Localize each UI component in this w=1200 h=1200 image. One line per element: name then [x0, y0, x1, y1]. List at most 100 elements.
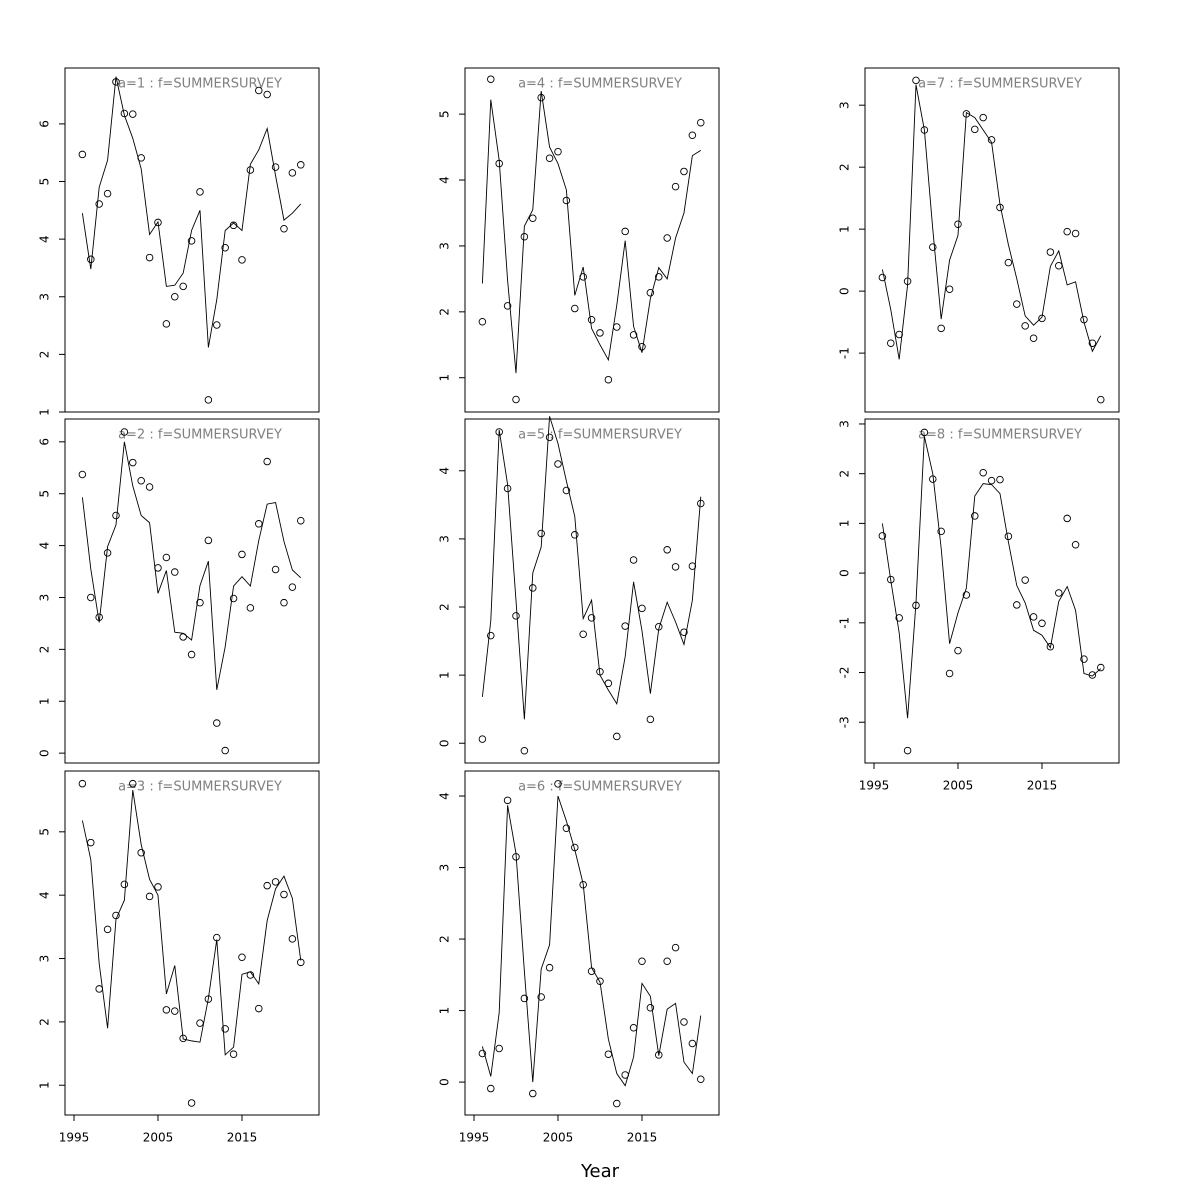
y-tick-label: 1 [838, 520, 852, 528]
data-point [571, 304, 579, 313]
y-tick-label: 2 [38, 351, 52, 359]
data-point [137, 848, 145, 857]
data-point [937, 527, 945, 536]
data-point [120, 109, 129, 118]
data-point [204, 396, 213, 404]
y-tick-label: 0 [438, 739, 452, 747]
data-point [204, 536, 213, 545]
y-tick-label: -3 [838, 716, 852, 728]
data-point [520, 746, 529, 755]
data-point [263, 457, 271, 466]
y-tick-label: 2 [838, 163, 852, 171]
y-tick-label: 0 [838, 287, 852, 295]
data-point [971, 512, 979, 520]
data-point [478, 1049, 487, 1058]
y-tick-label: 2 [438, 308, 452, 316]
y-tick-label: 3 [838, 101, 852, 109]
data-point [878, 532, 887, 540]
y-tick-label: 5 [38, 490, 52, 498]
data-point [671, 563, 680, 571]
data-point [646, 288, 655, 297]
data-point [571, 531, 579, 539]
data-point [1029, 334, 1038, 342]
y-tick-label: 4 [438, 176, 452, 184]
y-tick-label: 5 [438, 110, 452, 118]
data-point [246, 604, 255, 612]
data-point [697, 1075, 705, 1083]
data-point [238, 953, 246, 962]
panel-title: a=5 : f=SUMMERSURVEY [518, 428, 682, 443]
data-point [1004, 258, 1013, 267]
y-tick-label: 2 [38, 646, 52, 654]
data-point [503, 796, 512, 805]
data-point [103, 189, 112, 198]
data-point [655, 1051, 663, 1059]
data-point [478, 735, 487, 743]
data-point [1071, 541, 1080, 549]
data-point [1046, 642, 1055, 651]
y-tick-label: 1 [38, 697, 52, 705]
data-point [145, 253, 154, 262]
data-point [112, 511, 120, 520]
y-tick-label: 6 [38, 438, 52, 446]
y-tick-label: 1 [438, 374, 452, 382]
data-point [187, 650, 196, 659]
y-tick-label: 6 [38, 120, 52, 128]
data-point [255, 520, 263, 528]
data-point [171, 293, 179, 301]
y-tick-label: 2 [838, 470, 852, 478]
data-point [263, 881, 271, 890]
data-point [78, 470, 87, 479]
data-point [629, 331, 638, 339]
data-point [1063, 227, 1071, 236]
data-point [1088, 339, 1097, 347]
data-point [288, 583, 297, 591]
data-point [604, 375, 613, 384]
data-point [512, 612, 520, 620]
data-point [154, 218, 162, 227]
y-tick-label: 3 [38, 594, 52, 602]
data-point [271, 565, 280, 574]
y-tick-label: 3 [438, 864, 452, 872]
y-tick-label: 4 [438, 792, 452, 800]
data-point [979, 113, 987, 122]
y-tick-label: 4 [38, 235, 52, 243]
data-point [1013, 300, 1021, 308]
data-point [529, 214, 537, 223]
data-point [996, 475, 1004, 484]
data-point [1097, 395, 1105, 404]
data-point [229, 1050, 238, 1058]
x-tick-label: 2005 [943, 779, 974, 793]
y-tick-label: 1 [438, 671, 452, 679]
data-point [187, 237, 196, 245]
data-point [297, 516, 305, 525]
data-point [1071, 229, 1080, 238]
x-tick-label: 2015 [627, 1131, 658, 1145]
data-point [945, 285, 954, 294]
data-point [912, 76, 920, 85]
x-axis-label: Year [580, 1161, 620, 1182]
data-point [680, 1018, 688, 1026]
data-point [929, 243, 937, 251]
data-point [78, 779, 87, 788]
data-point [154, 883, 162, 891]
data-point [196, 188, 204, 196]
data-point [655, 273, 663, 281]
data-point [688, 131, 697, 139]
data-point [1038, 619, 1046, 628]
data-point [613, 1099, 621, 1108]
data-point [1097, 663, 1105, 672]
data-point [954, 220, 962, 228]
data-point [579, 630, 587, 639]
data-point [213, 321, 221, 329]
data-point [280, 890, 288, 899]
data-point [587, 315, 596, 324]
panel-frame [64, 418, 320, 764]
data-point [196, 598, 204, 607]
data-point [529, 1089, 537, 1098]
fit-line [881, 436, 1102, 719]
data-point [903, 746, 912, 755]
data-point [971, 125, 979, 134]
data-point [638, 957, 646, 965]
